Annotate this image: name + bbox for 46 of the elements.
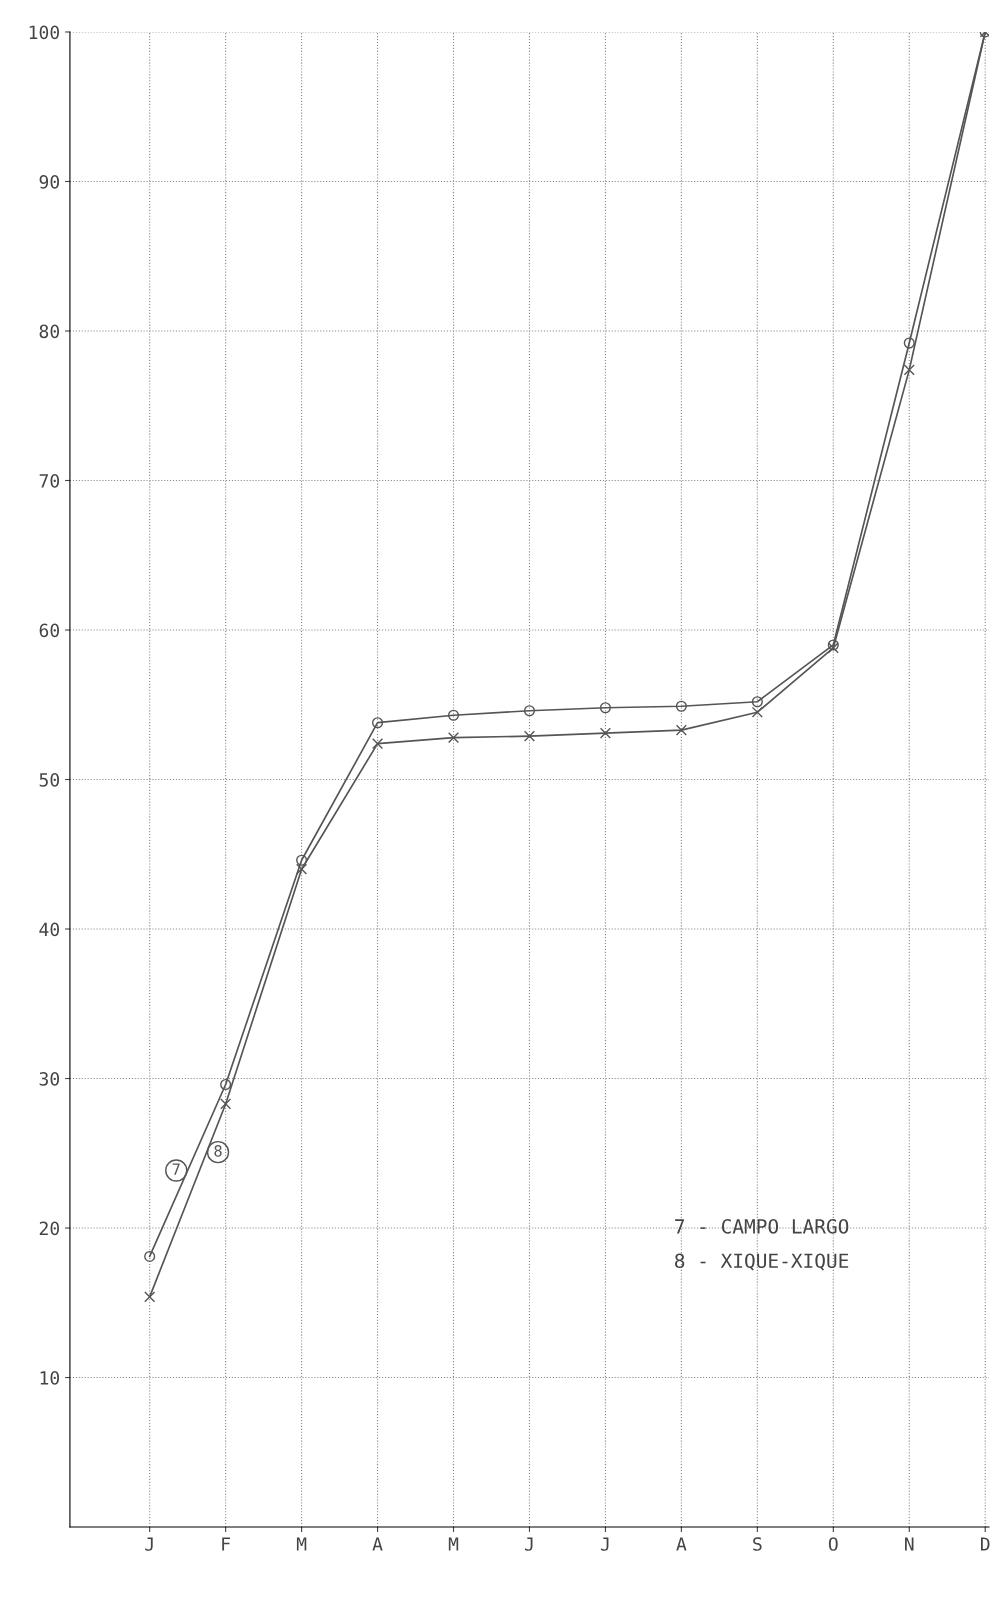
point [296,854,308,866]
x-tick-label: M [448,1537,459,1551]
x-tick-label: J [600,1537,609,1551]
series-label: 7 [172,1163,180,1175]
point [751,696,763,708]
y-tick-label: 20 [39,1221,60,1236]
y-tick-label: 100 [29,25,60,40]
point [144,1291,156,1303]
x-tick-label: D [980,1537,990,1551]
point [599,727,611,739]
annotation: 7 - CAMPO LARGO [675,1219,849,1234]
y-tick-label: 80 [39,324,60,339]
y-tick-label: 30 [39,1072,60,1086]
x-tick-label: F [222,1537,231,1551]
y-tick-label: 40 [39,922,60,937]
point [751,706,763,718]
series-label: 8 [214,1145,222,1157]
point [447,732,460,744]
point [675,700,687,712]
point [523,705,536,717]
point [144,1250,156,1262]
x-tick-label: A [372,1537,383,1551]
y-tick-label: 10 [40,1371,60,1385]
point [599,702,611,714]
x-tick-label: J [525,1537,533,1551]
point [371,717,384,729]
point [903,337,915,349]
y-tick-label: 70 [39,474,60,488]
x-tick-label: S [753,1537,762,1551]
x-tick-label: A [676,1537,687,1551]
point [675,724,687,736]
x-tick-label: N [905,1537,914,1551]
y-tick-label: 90 [39,174,60,189]
y-tick-label: 60 [39,623,60,638]
point [523,730,536,742]
point [220,1078,232,1091]
x-tick-label: J [145,1537,153,1551]
point [903,364,915,376]
annotation: 8 - XIQUE-XIQUE [675,1253,849,1271]
y-tick-label: 50 [39,773,60,787]
x-tick-label: O [828,1537,838,1551]
point [447,709,460,721]
point [296,863,308,875]
point [371,738,384,750]
x-tick-label: M [296,1537,307,1551]
point [220,1098,232,1110]
